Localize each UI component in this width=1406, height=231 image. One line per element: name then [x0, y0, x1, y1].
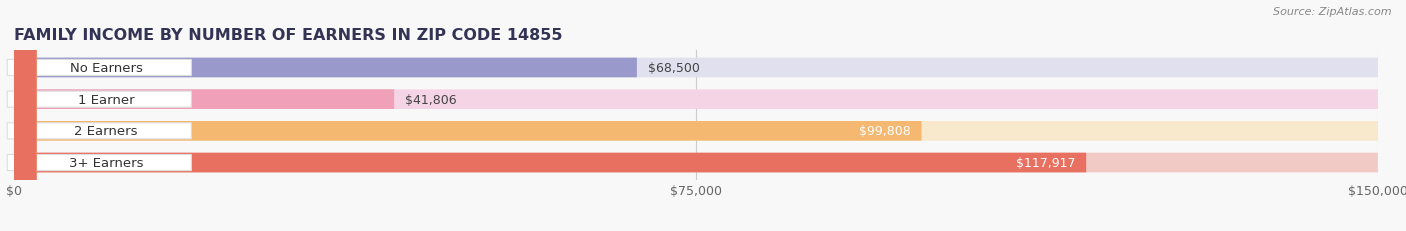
Text: $117,917: $117,917: [1015, 156, 1076, 169]
Text: FAMILY INCOME BY NUMBER OF EARNERS IN ZIP CODE 14855: FAMILY INCOME BY NUMBER OF EARNERS IN ZI…: [14, 28, 562, 43]
Text: $99,808: $99,808: [859, 125, 911, 138]
FancyBboxPatch shape: [14, 58, 637, 78]
FancyBboxPatch shape: [7, 92, 191, 108]
FancyBboxPatch shape: [14, 122, 921, 141]
FancyBboxPatch shape: [7, 60, 191, 76]
FancyBboxPatch shape: [14, 90, 1378, 109]
Circle shape: [11, 0, 37, 231]
FancyBboxPatch shape: [14, 90, 394, 109]
FancyBboxPatch shape: [7, 123, 191, 139]
FancyBboxPatch shape: [14, 122, 1378, 141]
FancyBboxPatch shape: [14, 153, 1378, 173]
Text: 1 Earner: 1 Earner: [77, 93, 135, 106]
Circle shape: [11, 0, 37, 231]
Text: Source: ZipAtlas.com: Source: ZipAtlas.com: [1274, 7, 1392, 17]
Text: $68,500: $68,500: [648, 62, 700, 75]
Circle shape: [11, 0, 37, 231]
FancyBboxPatch shape: [14, 153, 1087, 173]
Text: $41,806: $41,806: [405, 93, 457, 106]
Circle shape: [11, 0, 37, 231]
FancyBboxPatch shape: [14, 58, 1378, 78]
Text: 2 Earners: 2 Earners: [75, 125, 138, 138]
FancyBboxPatch shape: [7, 155, 191, 171]
Text: 3+ Earners: 3+ Earners: [69, 156, 143, 169]
Text: No Earners: No Earners: [70, 62, 142, 75]
